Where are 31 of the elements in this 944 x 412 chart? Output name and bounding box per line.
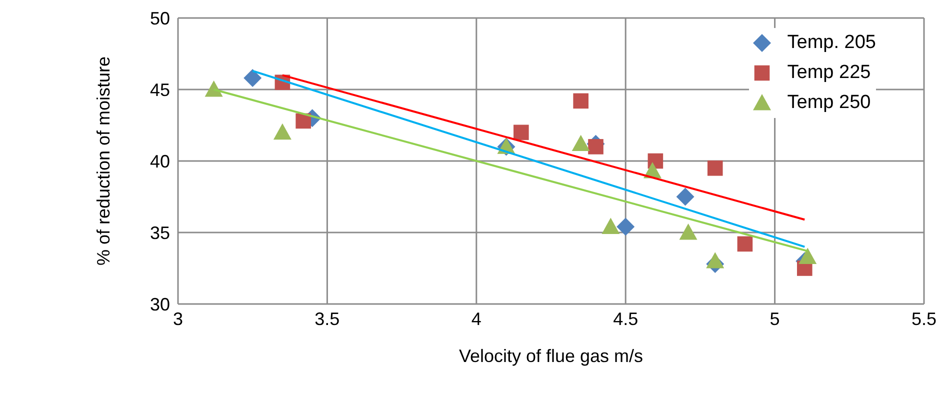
point [679, 224, 698, 240]
y-tick-label: 45 [150, 80, 170, 100]
point [602, 218, 620, 234]
point [737, 236, 753, 252]
point [798, 248, 817, 264]
x-tick-label: 4.5 [613, 308, 638, 329]
point [676, 188, 694, 206]
legend-label: Temp 225 [787, 62, 871, 84]
y-axis-title: % of reduction of moisture [93, 56, 114, 266]
point [588, 139, 604, 154]
x-tick-label: 5.5 [911, 308, 937, 329]
point [296, 113, 311, 129]
y-tick-label: 50 [150, 8, 170, 28]
legend-label: Temp. 205 [787, 32, 876, 54]
x-tick-label: 5 [770, 308, 780, 329]
x-axis-title: Velocity of flue gas m/s [458, 346, 644, 366]
point [572, 134, 590, 152]
point [244, 69, 262, 88]
point [573, 93, 588, 109]
legend-label: Temp 250 [787, 92, 871, 114]
point [707, 160, 723, 176]
y-tick-label: 35 [150, 222, 170, 243]
x-tick-label: 3 [172, 308, 184, 329]
point [273, 123, 292, 140]
x-tick-label: 3.5 [314, 308, 340, 329]
y-tick-label: 30 [150, 294, 170, 314]
y-tick-label: 40 [150, 151, 170, 172]
point [514, 124, 529, 140]
x-tick-label: 4 [471, 308, 482, 329]
point [706, 252, 724, 268]
point [616, 218, 635, 236]
